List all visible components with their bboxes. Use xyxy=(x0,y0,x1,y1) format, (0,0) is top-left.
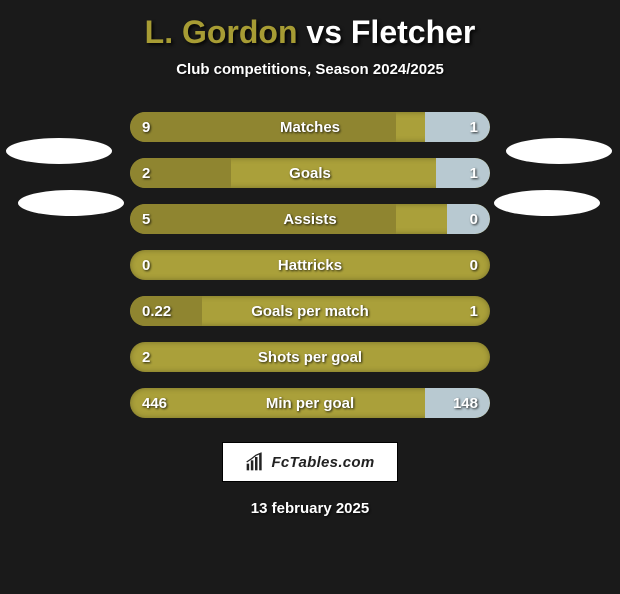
stat-row: 9Matches1 xyxy=(130,112,490,142)
vs-text: vs xyxy=(298,14,351,50)
stat-value-left: 2 xyxy=(142,342,150,372)
subtitle: Club competitions, Season 2024/2025 xyxy=(0,61,620,78)
stat-label: Matches xyxy=(130,112,490,142)
stat-value-left: 2 xyxy=(142,158,150,188)
stat-value-left: 9 xyxy=(142,112,150,142)
stat-value-left: 0 xyxy=(142,250,150,280)
player1-name: L. Gordon xyxy=(145,14,298,50)
decorative-ellipse xyxy=(6,138,112,164)
decorative-ellipse xyxy=(18,190,124,216)
stat-value-right: 1 xyxy=(470,112,478,142)
stat-label: Goals xyxy=(130,158,490,188)
stat-label: Assists xyxy=(130,204,490,234)
stat-value-right: 1 xyxy=(470,296,478,326)
stat-value-right: 1 xyxy=(470,158,478,188)
stat-value-right: 148 xyxy=(453,388,478,418)
logo-text: FcTables.com xyxy=(271,454,374,471)
stat-row: 2Goals1 xyxy=(130,158,490,188)
stat-row: 0Hattricks0 xyxy=(130,250,490,280)
page-title: L. Gordon vs Fletcher xyxy=(0,14,620,51)
logo-box[interactable]: FcTables.com xyxy=(222,442,398,482)
stat-row: 5Assists0 xyxy=(130,204,490,234)
stat-row: 446Min per goal148 xyxy=(130,388,490,418)
stat-value-right: 0 xyxy=(470,250,478,280)
decorative-ellipse xyxy=(494,190,600,216)
stat-row: 2Shots per goal xyxy=(130,342,490,372)
stat-label: Hattricks xyxy=(130,250,490,280)
stat-value-left: 5 xyxy=(142,204,150,234)
player2-name: Fletcher xyxy=(351,14,475,50)
date-text: 13 february 2025 xyxy=(0,500,620,517)
stat-row: 0.22Goals per match1 xyxy=(130,296,490,326)
stat-value-left: 446 xyxy=(142,388,167,418)
stat-value-left: 0.22 xyxy=(142,296,171,326)
stat-value-right: 0 xyxy=(470,204,478,234)
bar-chart-icon xyxy=(245,452,265,472)
decorative-ellipse xyxy=(506,138,612,164)
stat-label: Goals per match xyxy=(130,296,490,326)
stat-label: Min per goal xyxy=(130,388,490,418)
stat-label: Shots per goal xyxy=(130,342,490,372)
